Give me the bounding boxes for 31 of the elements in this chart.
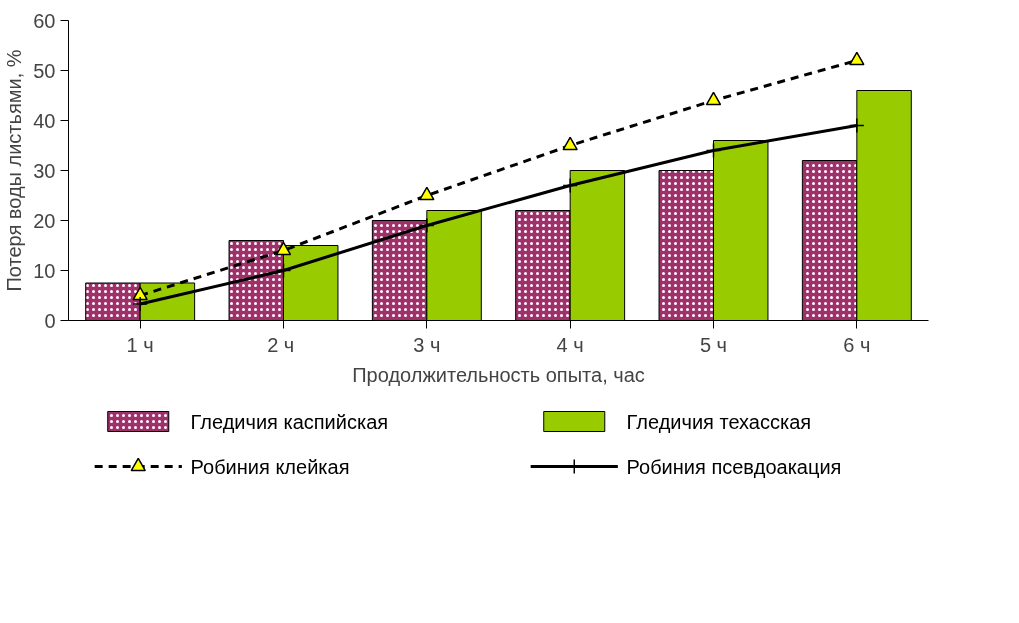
x-tick-label: 3 ч: [413, 333, 441, 356]
point: [132, 296, 148, 312]
y-tick-label: 30: [33, 159, 56, 182]
point: [419, 217, 435, 234]
x-tick-label: 4 ч: [556, 333, 584, 356]
legend-label: Робиния клейкая: [190, 455, 350, 478]
y-tick-label: 10: [33, 259, 56, 282]
y-tick-label: 0: [44, 309, 56, 332]
y-tick-label: 60: [33, 9, 56, 32]
x-tick-label: 6 ч: [843, 333, 871, 356]
legend-label: Гледичия каспийская: [190, 410, 389, 433]
y-tick-label: 20: [33, 209, 56, 232]
point: [705, 91, 722, 106]
point: [132, 286, 148, 301]
legend-label: Робиния псевдоакация: [626, 455, 842, 478]
y-tick-label: 50: [33, 59, 56, 82]
point: [562, 177, 578, 194]
x-axis-title: Продолжительность опыта, час: [352, 363, 645, 386]
x-tick-label: 5 ч: [699, 333, 728, 356]
x-tick-label: 2 ч: [267, 333, 295, 356]
point: [275, 262, 292, 279]
point: [849, 51, 865, 66]
y-tick-label: 40: [33, 109, 56, 132]
y-axis-title: Потеря воды листьями, %: [3, 49, 26, 292]
x-tick-label: 1 ч: [126, 333, 154, 356]
point: [562, 136, 578, 151]
point: [705, 142, 722, 159]
point: [275, 241, 292, 256]
point: [849, 117, 865, 134]
point: [419, 186, 435, 201]
legend-label: Гледичия техасская: [626, 410, 812, 433]
